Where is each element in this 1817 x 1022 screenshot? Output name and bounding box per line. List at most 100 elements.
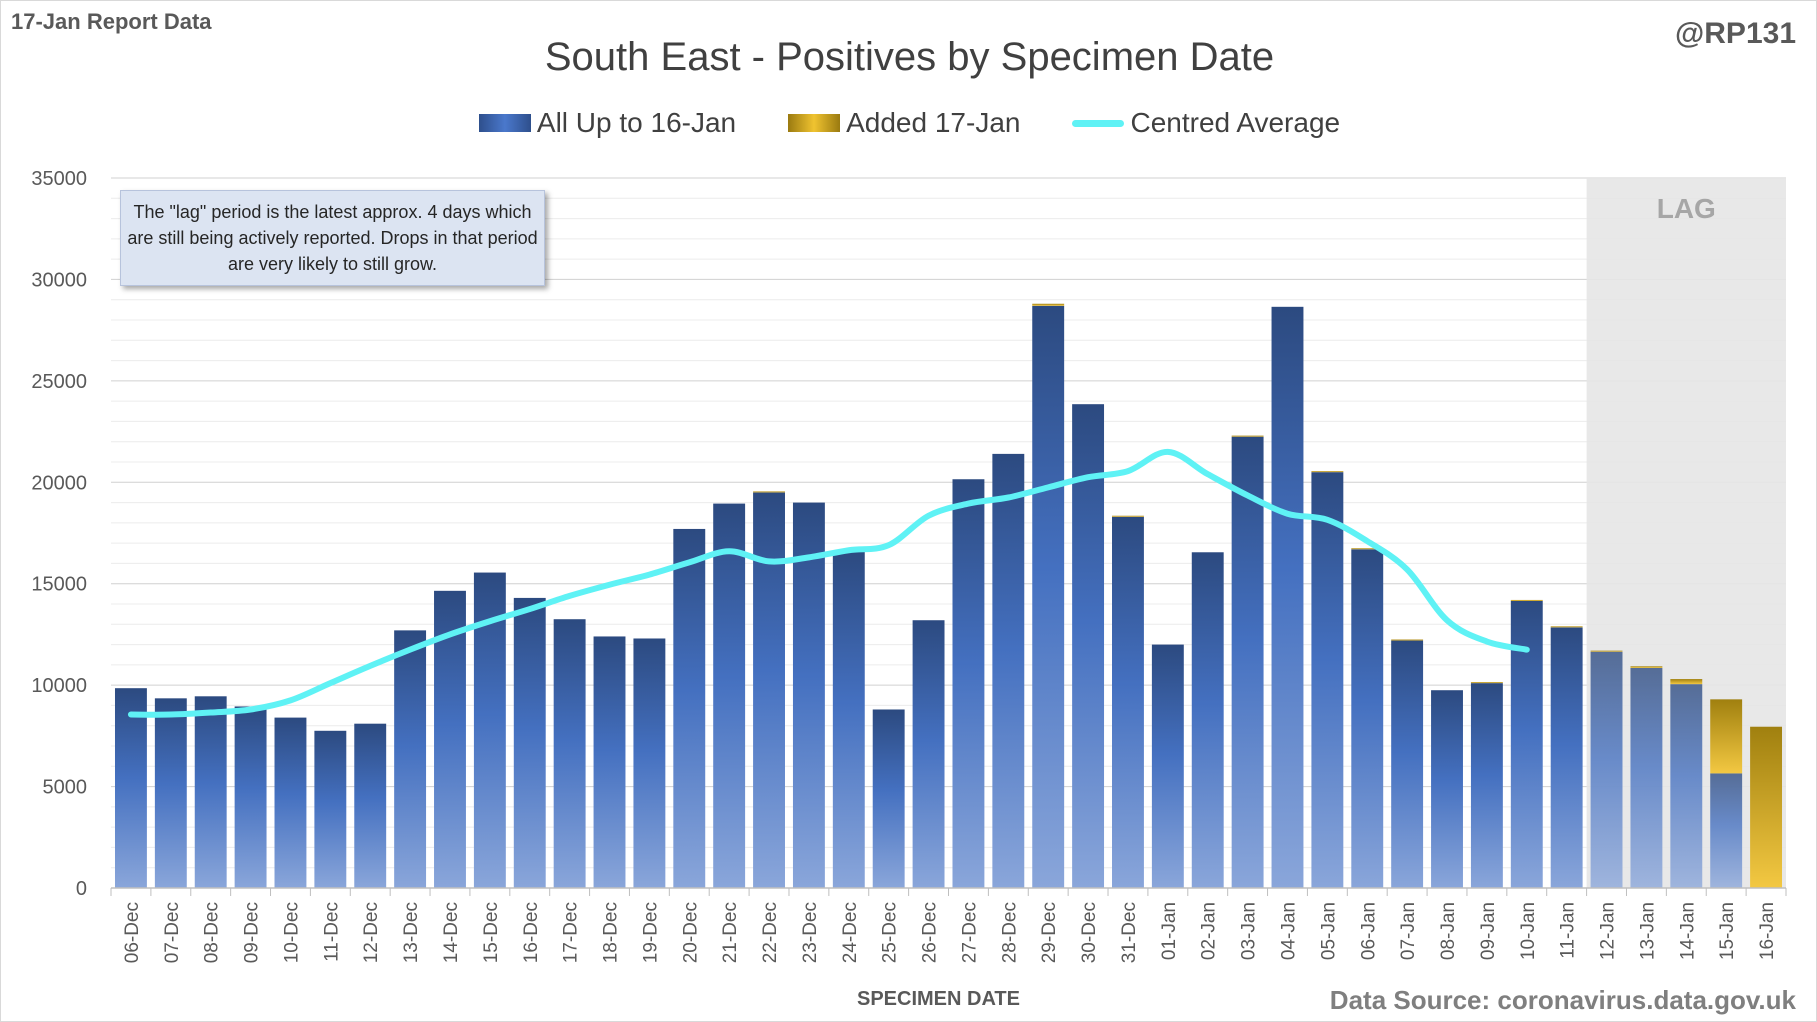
x-tick-label: 09-Jan [1478, 902, 1499, 960]
y-tick-label: 30000 [31, 269, 87, 291]
bar-all-up-to [314, 730, 347, 888]
bar-added [1670, 679, 1703, 685]
legend-item-centred-average: Centred Average [1072, 107, 1340, 139]
bar-all-up-to [513, 597, 546, 888]
x-tick-label: 08-Dec [202, 902, 223, 963]
bar-all-up-to [872, 709, 905, 888]
x-tick-label: 01-Jan [1159, 902, 1180, 960]
bar-all-up-to [354, 723, 387, 888]
bar-all-up-to [1470, 683, 1503, 888]
y-tick-label: 20000 [31, 472, 87, 494]
x-tick-label: 15-Jan [1717, 902, 1738, 960]
x-tick-label: 25-Dec [880, 902, 901, 963]
x-tick-label: 16-Dec [521, 902, 542, 963]
x-tick-label: 06-Jan [1358, 902, 1379, 960]
x-tick-label: 06-Dec [122, 902, 143, 963]
x-tick-label: 13-Dec [401, 902, 422, 963]
x-tick-label: 10-Jan [1518, 902, 1539, 960]
x-tick-label: 07-Dec [162, 902, 183, 963]
x-tick-label: 22-Dec [760, 902, 781, 963]
x-axis-title: SPECIMEN DATE [857, 988, 1020, 1010]
bar-added [1391, 639, 1424, 641]
bar-all-up-to [832, 551, 865, 888]
x-tick-label: 09-Dec [242, 902, 263, 963]
x-tick-label: 14-Dec [441, 902, 462, 963]
x-tick-label: 04-Jan [1278, 902, 1299, 960]
bar-added [1510, 599, 1543, 601]
x-tick-label: 18-Dec [601, 902, 622, 963]
x-tick-label: 17-Dec [561, 902, 582, 963]
x-tick-label: 13-Jan [1637, 902, 1658, 960]
x-tick-label: 12-Dec [361, 902, 382, 963]
y-tick-label: 5000 [43, 777, 88, 799]
bar-added [1470, 682, 1503, 684]
x-tick-label: 15-Dec [481, 902, 502, 963]
bar-added [1710, 699, 1743, 774]
y-tick-label: 10000 [31, 675, 87, 697]
bar-all-up-to [992, 453, 1025, 888]
x-tick-label: 31-Dec [1119, 902, 1140, 963]
x-tick-label: 14-Jan [1677, 902, 1698, 960]
legend-label-added: Added 17-Jan [846, 107, 1021, 138]
bar-added [753, 491, 785, 493]
y-tick-label: 0 [76, 878, 87, 900]
bar-all-up-to [1112, 516, 1144, 888]
bar-added [1590, 650, 1623, 652]
bar-all-up-to [753, 492, 785, 888]
x-tick-label: 26-Dec [920, 902, 941, 963]
x-tick-label: 30-Dec [1079, 902, 1100, 963]
bar-added [1550, 626, 1583, 628]
bar-added [1231, 435, 1264, 437]
y-tick-label: 25000 [31, 371, 87, 393]
x-tick-label: 11-Dec [321, 902, 342, 962]
bar-all-up-to [1351, 549, 1384, 888]
bar-all-up-to [673, 528, 706, 888]
x-tick-label: 29-Dec [1039, 902, 1060, 963]
bar-all-up-to [1311, 472, 1344, 888]
bar-all-up-to [1510, 600, 1543, 888]
legend-item-added: Added 17-Jan [788, 107, 1020, 139]
legend-label-all-up-to: All Up to 16-Jan [536, 107, 737, 138]
bar-all-up-to [1191, 552, 1224, 888]
bar-all-up-to [1710, 773, 1743, 888]
legend-swatch-line [1072, 119, 1125, 127]
bar-all-up-to [234, 706, 267, 888]
chart-title: South East - Positives by Specimen Date [544, 35, 1275, 79]
x-tick-label: 23-Dec [800, 902, 821, 963]
bar-all-up-to [1151, 644, 1184, 888]
x-tick-label: 07-Jan [1398, 902, 1419, 960]
x-tick-label: 02-Jan [1199, 902, 1220, 960]
lag-label: LAG [1657, 193, 1716, 224]
lag-annotation: The "lag" period is the latest approx. 4… [120, 190, 545, 286]
bar-all-up-to [1271, 306, 1304, 888]
y-tick-label: 35000 [31, 168, 87, 190]
bar-all-up-to [952, 479, 985, 888]
bar-added [1630, 666, 1663, 668]
data-source: Data Source: coronavirus.data.gov.uk [1329, 985, 1796, 1015]
bar-all-up-to [1072, 404, 1105, 888]
x-tick-label: 24-Dec [840, 902, 861, 963]
bar-all-up-to [1391, 640, 1424, 888]
bar-all-up-to [274, 717, 307, 888]
y-tick-label: 15000 [31, 574, 87, 596]
bar-all-up-to [912, 620, 945, 888]
legend-swatch-gold [788, 114, 841, 132]
legend: All Up to 16-Jan Added 17-Jan Centred Av… [1, 107, 1817, 139]
bar-all-up-to [1670, 684, 1703, 888]
legend-swatch-blue [478, 114, 531, 132]
x-tick-label: 08-Jan [1438, 902, 1459, 960]
bar-all-up-to [593, 636, 626, 888]
report-date-label: 17-Jan Report Data [11, 9, 212, 34]
x-tick-label: 10-Dec [281, 902, 302, 963]
bar-all-up-to [394, 630, 427, 888]
bar-all-up-to [1431, 690, 1463, 888]
bar-all-up-to [633, 638, 666, 888]
x-tick-label: 19-Dec [640, 902, 661, 963]
bar-all-up-to [114, 688, 147, 888]
x-tick-label: 05-Jan [1318, 902, 1339, 960]
x-tick-label: 21-Dec [720, 902, 741, 963]
bar-added [1750, 726, 1783, 888]
bar-all-up-to [713, 503, 746, 888]
bar-all-up-to [553, 619, 586, 888]
